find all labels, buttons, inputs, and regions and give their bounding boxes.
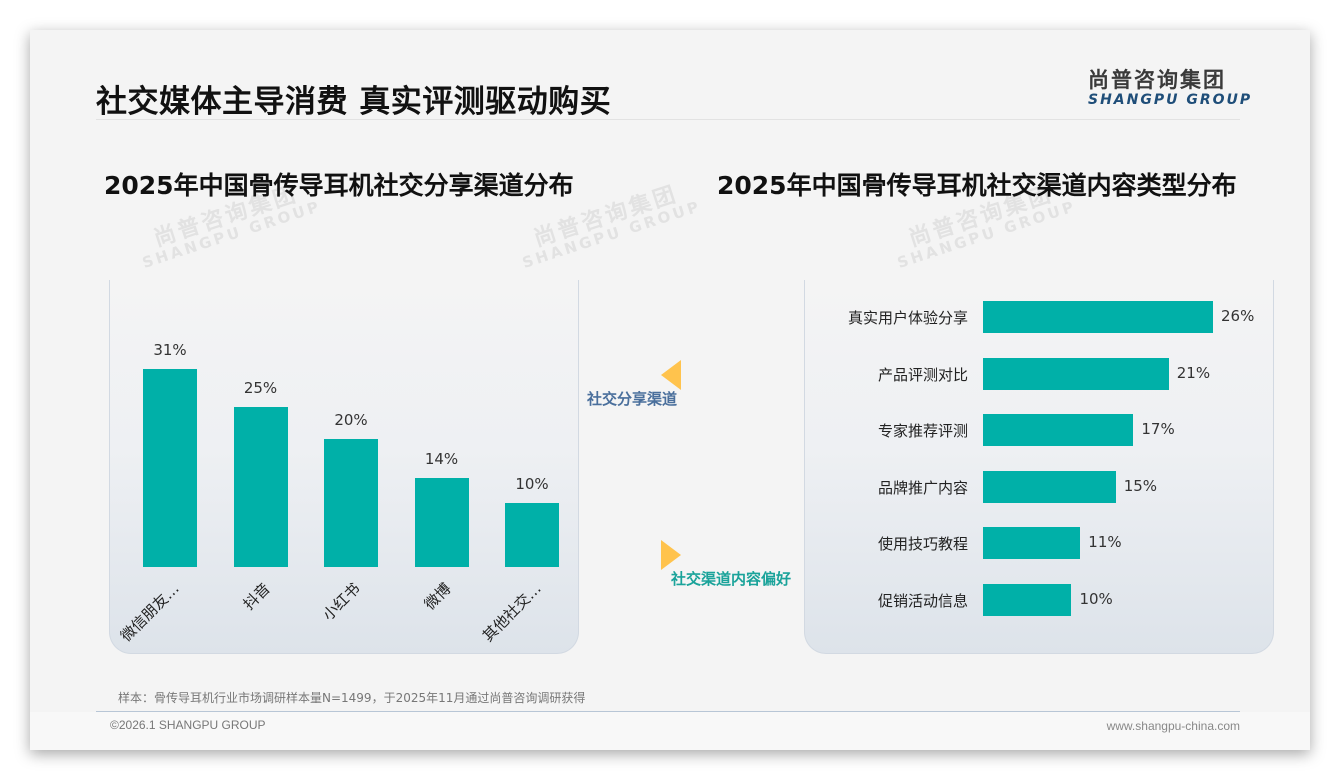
title-divider bbox=[96, 119, 1240, 120]
horizontal-bar-plot: 真实用户体验分享 26% 产品评测对比 21% 专家推荐评测 17% 品牌推广内容 15% 使用… bbox=[805, 280, 1273, 653]
category-label: 品牌推广内容 bbox=[877, 478, 968, 497]
bar-value-label: 20% bbox=[334, 411, 368, 430]
chart-title-content-types: 2025年中国骨传导耳机社交渠道内容类型分布 bbox=[717, 171, 1237, 200]
bar-row: 真实用户体验分享 26% bbox=[805, 301, 1273, 333]
chart-title-share-channels: 2025年中国骨传导耳机社交分享渠道分布 bbox=[104, 171, 574, 200]
slide: 社交媒体主导消费 真实评测驱动购买 尚普咨询集团 SHANGPU GROUP 尚… bbox=[30, 30, 1310, 750]
bar bbox=[983, 470, 1116, 503]
bar-value-label: 31% bbox=[153, 341, 187, 359]
bar bbox=[233, 407, 288, 567]
bar-row: 专家推荐评测 17% bbox=[805, 414, 1273, 447]
copyright-text: ©2026.1 SHANGPU GROUP bbox=[110, 718, 266, 732]
bar-value-label: 21% bbox=[1176, 363, 1211, 382]
footer-bar bbox=[30, 712, 1310, 750]
category-label: 产品评测对比 bbox=[877, 365, 968, 384]
sample-note: 样本：骨传导耳机行业市场调研样本量N=1499，于2025年11月通过尚普咨询调… bbox=[118, 691, 586, 705]
page-title: 社交媒体主导消费 真实评测驱动购买 bbox=[96, 84, 612, 120]
bar-value-label: 26% bbox=[1221, 307, 1255, 325]
bar-value-label: 11% bbox=[1088, 533, 1122, 552]
category-label: 专家推荐评测 bbox=[877, 422, 968, 441]
content-preference-label: 社交渠道内容偏好 bbox=[671, 570, 792, 588]
category-label: 真实用户体验分享 bbox=[847, 309, 968, 327]
bar-value-label: 15% bbox=[1123, 476, 1158, 495]
bar-row: 产品评测对比 21% bbox=[805, 357, 1273, 390]
bar bbox=[143, 369, 197, 567]
content-type-chart: 真实用户体验分享 26% 产品评测对比 21% 专家推荐评测 17% 品牌推广内容 15% 使用… bbox=[804, 280, 1274, 654]
footer-divider bbox=[96, 711, 1240, 712]
bar bbox=[505, 503, 559, 567]
bar-value-label: 25% bbox=[243, 379, 278, 398]
bar bbox=[983, 301, 1213, 333]
category-label: 促销活动信息 bbox=[877, 592, 968, 610]
bar bbox=[983, 584, 1072, 616]
category-label: 其他社交… bbox=[478, 579, 545, 646]
category-label: 小红书 bbox=[319, 579, 364, 625]
bar bbox=[983, 527, 1081, 560]
bar-row: 使用技巧教程 11% bbox=[805, 527, 1273, 560]
brand-logo: 尚普咨询集团 SHANGPU GROUP bbox=[1088, 64, 1252, 108]
category-label: 使用技巧教程 bbox=[877, 535, 968, 554]
bar bbox=[983, 357, 1169, 390]
website-link[interactable]: www.shangpu-china.com bbox=[1106, 719, 1240, 733]
bar-row: 促销活动信息 10% bbox=[805, 584, 1273, 616]
category-label: 抖音 bbox=[239, 579, 274, 614]
bar bbox=[414, 477, 469, 567]
triangle-right-icon bbox=[661, 540, 681, 570]
bar bbox=[983, 414, 1134, 447]
bar-value-label: 10% bbox=[515, 475, 549, 494]
category-label: 微信朋友… bbox=[116, 579, 183, 646]
share-channel-label: 社交分享渠道 bbox=[587, 390, 678, 408]
triangle-left-icon bbox=[661, 360, 681, 390]
vertical-bar-plot: 31% 微信朋友… 25% 抖音 20% 小红书 14% 微博 10% 其他社交… bbox=[110, 280, 578, 653]
logo-cn-text: 尚普咨询集团 bbox=[1088, 68, 1226, 92]
logo-en-text: SHANGPU GROUP bbox=[1088, 92, 1253, 108]
bar bbox=[324, 439, 378, 567]
share-channel-chart: 31% 微信朋友… 25% 抖音 20% 小红书 14% 微博 10% 其他社交… bbox=[109, 280, 579, 654]
bar-row: 品牌推广内容 15% bbox=[805, 470, 1273, 503]
bar-value-label: 10% bbox=[1079, 590, 1113, 608]
bar-value-label: 14% bbox=[424, 449, 459, 468]
category-label: 微博 bbox=[420, 579, 455, 614]
bar-value-label: 17% bbox=[1141, 420, 1175, 439]
